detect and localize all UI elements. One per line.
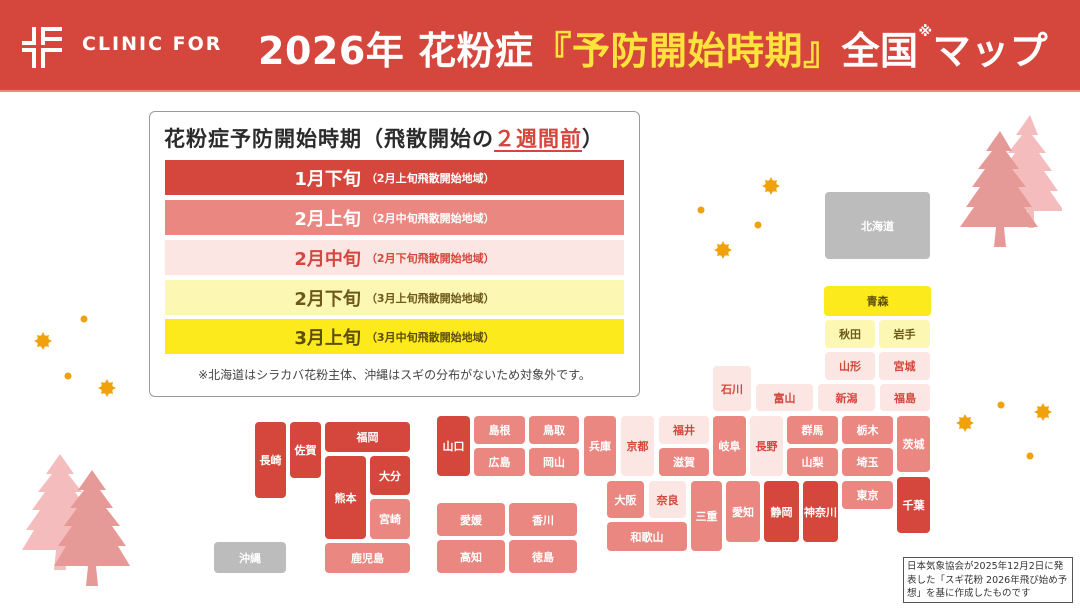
prefecture-tile: 福井 [659,416,709,444]
legend-item-label: 1月下旬 [294,168,361,190]
prefecture-tile: 岡山 [529,448,579,476]
prefecture-tile: 香川 [509,503,577,536]
title-suffix-1: 全国 [841,29,919,73]
prefecture-tile: 埼玉 [842,448,893,476]
prefecture-tile: 大分 [370,456,410,495]
legend-item-sub: （2月下旬飛散開始地域） [365,251,495,265]
legend-item-feb-late: 2月下旬 （3月上旬飛散開始地域） [165,280,624,315]
prefecture-tile: 栃木 [842,416,893,444]
prefecture-tile: 山口 [437,416,470,476]
prefecture-tile: 富山 [756,384,813,411]
source-credit: 日本気象協会が2025年12月2日に発表した「スギ花粉 2026年飛び始め予想」… [903,557,1073,603]
prefecture-tile: 山梨 [787,448,838,476]
prefecture-tile: 群馬 [787,416,838,444]
prefecture-tile: 青森 [824,286,931,316]
prefecture-tile: 長野 [750,416,783,476]
prefecture-tile: 沖縄 [214,542,286,573]
prefecture-tile: 三重 [691,481,722,551]
cedar-tree-icon [22,454,130,586]
prefecture-tile: 京都 [621,416,654,476]
legend-item-sub: （3月中旬飛散開始地域） [365,330,495,344]
prefecture-tile: 北海道 [825,192,930,259]
legend-title: 花粉症予防開始時期（飛散開始の２週間前） [164,123,604,153]
prefecture-tile: 徳島 [509,540,577,573]
prefecture-tile: 山形 [825,352,875,380]
prefecture-tile: 佐賀 [290,422,321,478]
prefecture-tile: 東京 [842,481,893,509]
prefecture-tile: 石川 [713,366,751,411]
title-prefix: 2026年 花粉症 [258,29,534,73]
prefecture-tile: 茨城 [897,416,930,472]
prefecture-tile: 大阪 [607,481,644,518]
legend-title-accent: ２週間前 [494,127,582,151]
legend-item-label: 3月上旬 [294,327,361,349]
prefecture-tile: 高知 [437,540,505,573]
title-note-mark: ※ [918,24,933,40]
legend-item-sub: （3月上旬飛散開始地域） [365,291,495,305]
brand-name: CLINIC FOR [82,33,223,55]
legend-item-feb-early: 2月上旬 （2月中旬飛散開始地域） [165,200,624,235]
legend-item-jan-late: 1月下旬 （2月上旬飛散開始地域） [165,160,624,195]
prefecture-tile: 岐阜 [713,416,746,476]
clinic-logo-icon [22,27,62,68]
legend-panel: 花粉症予防開始時期（飛散開始の２週間前） 1月下旬 （2月上旬飛散開始地域） 2月… [149,111,640,397]
prefecture-tile: 兵庫 [584,416,616,476]
prefecture-tile: 愛知 [726,481,760,542]
legend-item-label: 2月上旬 [294,208,361,230]
prefecture-tile: 神奈川 [803,481,838,542]
prefecture-tile: 熊本 [325,456,366,539]
prefecture-tile: 宮城 [879,352,930,380]
prefecture-tile: 静岡 [764,481,799,542]
prefecture-tile: 奈良 [649,481,686,518]
legend-item-mar-early: 3月上旬 （3月中旬飛散開始地域） [165,319,624,354]
prefecture-tile: 秋田 [825,320,875,348]
prefecture-tile: 千葉 [897,477,930,533]
legend-title-end: ） [582,127,604,151]
prefecture-tile: 和歌山 [607,522,687,551]
legend-item-label: 2月中旬 [294,248,361,270]
prefecture-tile: 滋賀 [659,448,709,476]
prefecture-tile: 福岡 [325,422,410,452]
prefecture-tile: 鳥取 [529,416,579,444]
legend-item-sub: （2月上旬飛散開始地域） [365,171,495,185]
prefecture-tile: 岩手 [879,320,930,348]
legend-note: ※北海道はシラカバ花粉主体、沖縄はスギの分布がないため対象外です。 [198,368,591,382]
prefecture-tile: 愛媛 [437,503,505,536]
prefecture-tile: 長崎 [255,422,286,498]
prefecture-tile: 鹿児島 [325,543,410,573]
page-title: 2026年 花粉症『予防開始時期』全国※マップ [258,20,1048,75]
legend-title-main: 花粉症予防開始時期（飛散開始の [164,127,494,151]
title-suffix-2: マップ [932,29,1049,73]
legend-item-sub: （2月中旬飛散開始地域） [365,211,495,225]
legend-item-label: 2月下旬 [294,288,361,310]
prefecture-tile: 島根 [474,416,525,444]
legend-item-feb-mid: 2月中旬 （2月下旬飛散開始地域） [165,240,624,275]
prefecture-tile: 新潟 [818,384,875,411]
prefecture-tile: 広島 [474,448,525,476]
cedar-tree-icon [960,115,1062,247]
title-highlight: 『予防開始時期』 [533,29,842,73]
prefecture-tile: 宮崎 [370,499,410,539]
header-banner: CLINIC FOR 2026年 花粉症『予防開始時期』全国※マップ [0,0,1080,92]
prefecture-tile: 福島 [880,384,930,411]
